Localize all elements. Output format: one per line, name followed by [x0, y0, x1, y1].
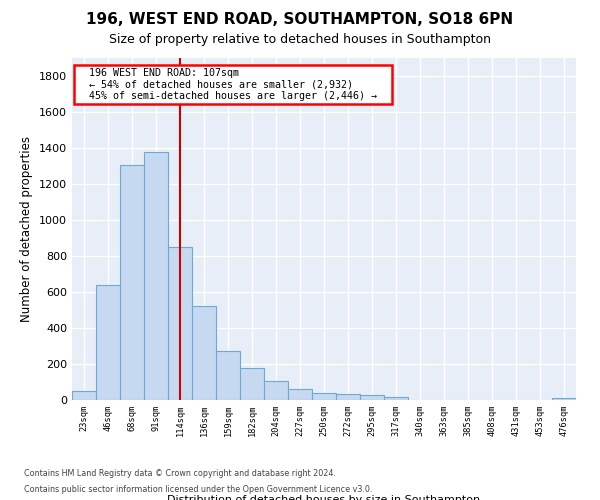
Bar	[264, 382, 288, 400]
Bar	[120, 165, 144, 400]
Bar	[144, 152, 168, 400]
Bar	[360, 395, 384, 400]
Bar	[240, 368, 264, 400]
Text: Contains HM Land Registry data © Crown copyright and database right 2024.: Contains HM Land Registry data © Crown c…	[24, 468, 336, 477]
Bar	[552, 398, 576, 400]
Bar	[72, 391, 96, 400]
Bar	[168, 247, 192, 400]
Bar	[96, 284, 120, 400]
Text: 196 WEST END ROAD: 107sqm  
  ← 54% of detached houses are smaller (2,932)  
  4: 196 WEST END ROAD: 107sqm ← 54% of detac…	[77, 68, 389, 101]
Bar	[312, 393, 336, 400]
Y-axis label: Number of detached properties: Number of detached properties	[20, 136, 34, 322]
Text: 196, WEST END ROAD, SOUTHAMPTON, SO18 6PN: 196, WEST END ROAD, SOUTHAMPTON, SO18 6P…	[86, 12, 514, 28]
Bar	[384, 397, 408, 400]
Text: Contains public sector information licensed under the Open Government Licence v3: Contains public sector information licen…	[24, 485, 373, 494]
Bar	[192, 306, 216, 400]
Text: Size of property relative to detached houses in Southampton: Size of property relative to detached ho…	[109, 32, 491, 46]
Bar	[336, 394, 360, 400]
X-axis label: Distribution of detached houses by size in Southampton: Distribution of detached houses by size …	[167, 494, 481, 500]
Bar	[288, 389, 312, 400]
Bar	[216, 351, 240, 400]
